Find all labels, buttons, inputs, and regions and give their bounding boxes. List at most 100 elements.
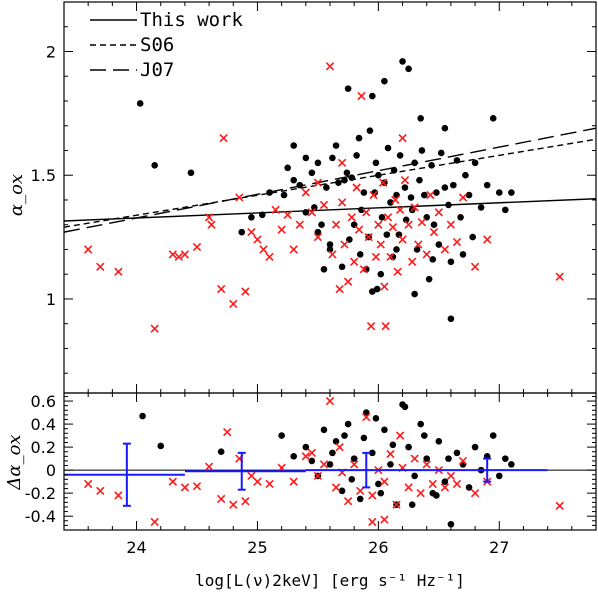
data-point-dot — [471, 443, 479, 451]
data-point-dot — [278, 432, 285, 439]
data-point-cross — [354, 225, 364, 234]
data-point-dot — [384, 144, 392, 152]
data-point-dot — [308, 457, 316, 465]
data-point-cross — [223, 427, 232, 437]
data-point-dot — [418, 147, 426, 154]
bottom-axis-ticks: -0.4 -0.2 0 0.2 0.4 0.6 24 25 26 27 — [25, 392, 597, 557]
data-point-dot — [401, 403, 409, 411]
y-tick-label: -0.4 — [25, 507, 56, 526]
y-tick-label: 0 — [46, 461, 56, 480]
data-point-cross — [180, 483, 190, 492]
data-point-cross — [452, 479, 462, 489]
data-point-cross — [357, 91, 366, 101]
data-point-cross — [426, 190, 435, 200]
data-point-dot — [344, 85, 352, 92]
data-point-dot — [435, 241, 443, 248]
data-point-cross — [340, 240, 349, 249]
data-point-dot — [477, 204, 485, 211]
data-point-dot — [465, 484, 473, 491]
data-point-cross — [398, 133, 407, 143]
data-point-cross — [440, 483, 450, 492]
data-point-dot — [393, 246, 400, 253]
data-point-dot — [411, 290, 418, 298]
bottom-plot-area — [64, 396, 596, 528]
data-point-dot — [469, 233, 476, 241]
data-point-dot — [341, 176, 348, 184]
x-tick-label: 25 — [247, 538, 267, 557]
data-point-dot — [248, 213, 255, 221]
data-point-cross — [458, 193, 468, 202]
data-point-cross — [114, 491, 123, 500]
data-point-dot — [362, 409, 370, 416]
data-point-cross — [483, 235, 492, 244]
data-point-cross — [410, 203, 419, 212]
data-point-dot — [429, 256, 437, 263]
data-point-dot — [366, 127, 374, 134]
data-point-cross — [380, 477, 389, 486]
data-point-dot — [356, 495, 364, 503]
data-point-cross — [446, 471, 456, 481]
data-point-dot — [290, 176, 298, 184]
x-tick-label: 27 — [489, 538, 509, 557]
data-point-dot — [356, 251, 364, 258]
data-point-cross — [84, 479, 93, 489]
top-axis-ticks: 11.52 — [31, 1, 597, 393]
data-point-dot — [390, 166, 398, 174]
x-tick-label: 24 — [126, 538, 146, 557]
data-point-cross — [319, 200, 329, 210]
data-point-dot — [457, 213, 464, 221]
data-point-dot — [425, 275, 433, 283]
data-point-cross — [374, 220, 383, 229]
data-point-cross — [204, 462, 214, 471]
data-point-dot — [348, 476, 356, 483]
data-point-cross — [307, 208, 317, 217]
data-point-cross — [337, 198, 347, 207]
data-point-cross — [417, 218, 427, 227]
y-axis-label-bottom: Δα_ox — [4, 434, 25, 490]
data-point-cross — [458, 456, 468, 466]
data-point-dot — [375, 480, 382, 488]
data-point-dot — [399, 58, 406, 65]
data-point-cross — [555, 272, 564, 281]
data-point-cross — [391, 195, 400, 205]
data-point-cross — [381, 322, 390, 331]
data-point-cross — [277, 225, 286, 234]
data-point-cross — [434, 208, 443, 217]
data-point-dot — [338, 487, 346, 495]
data-point-dot — [411, 472, 418, 480]
y-tick-label: 2 — [46, 42, 56, 61]
data-point-cross — [301, 188, 310, 197]
data-point-dot — [416, 176, 423, 184]
data-point-dot — [157, 442, 165, 450]
data-point-dot — [353, 152, 360, 159]
data-point-dot — [441, 478, 449, 485]
data-point-dot — [445, 455, 452, 462]
binned-mean-3 — [426, 457, 548, 483]
data-point-dot — [329, 449, 336, 457]
data-point-dot — [430, 221, 438, 229]
data-point-cross — [555, 501, 564, 510]
data-point-dot — [508, 461, 515, 468]
data-point-cross — [328, 250, 337, 259]
x-axis-label: log[L(ν)2keV] [erg s⁻¹ Hz⁻¹] — [195, 571, 465, 590]
data-point-dot — [407, 194, 415, 201]
data-point-dot — [405, 65, 412, 73]
data-point-cross — [150, 324, 159, 333]
data-point-cross — [422, 460, 431, 469]
data-point-cross — [204, 213, 214, 222]
data-point-cross — [259, 245, 268, 254]
data-point-cross — [217, 284, 226, 294]
data-point-cross — [253, 235, 262, 244]
data-point-cross — [150, 517, 159, 527]
data-point-cross — [337, 158, 347, 168]
data-point-cross — [414, 240, 423, 249]
data-point-cross — [235, 193, 244, 202]
data-point-cross — [192, 482, 202, 491]
data-point-cross — [343, 277, 353, 286]
data-point-dot — [369, 92, 376, 100]
data-point-dot — [465, 191, 473, 199]
y-tick-label: -0.2 — [25, 484, 56, 503]
data-point-cross — [380, 282, 389, 291]
data-point-dot — [378, 213, 386, 221]
